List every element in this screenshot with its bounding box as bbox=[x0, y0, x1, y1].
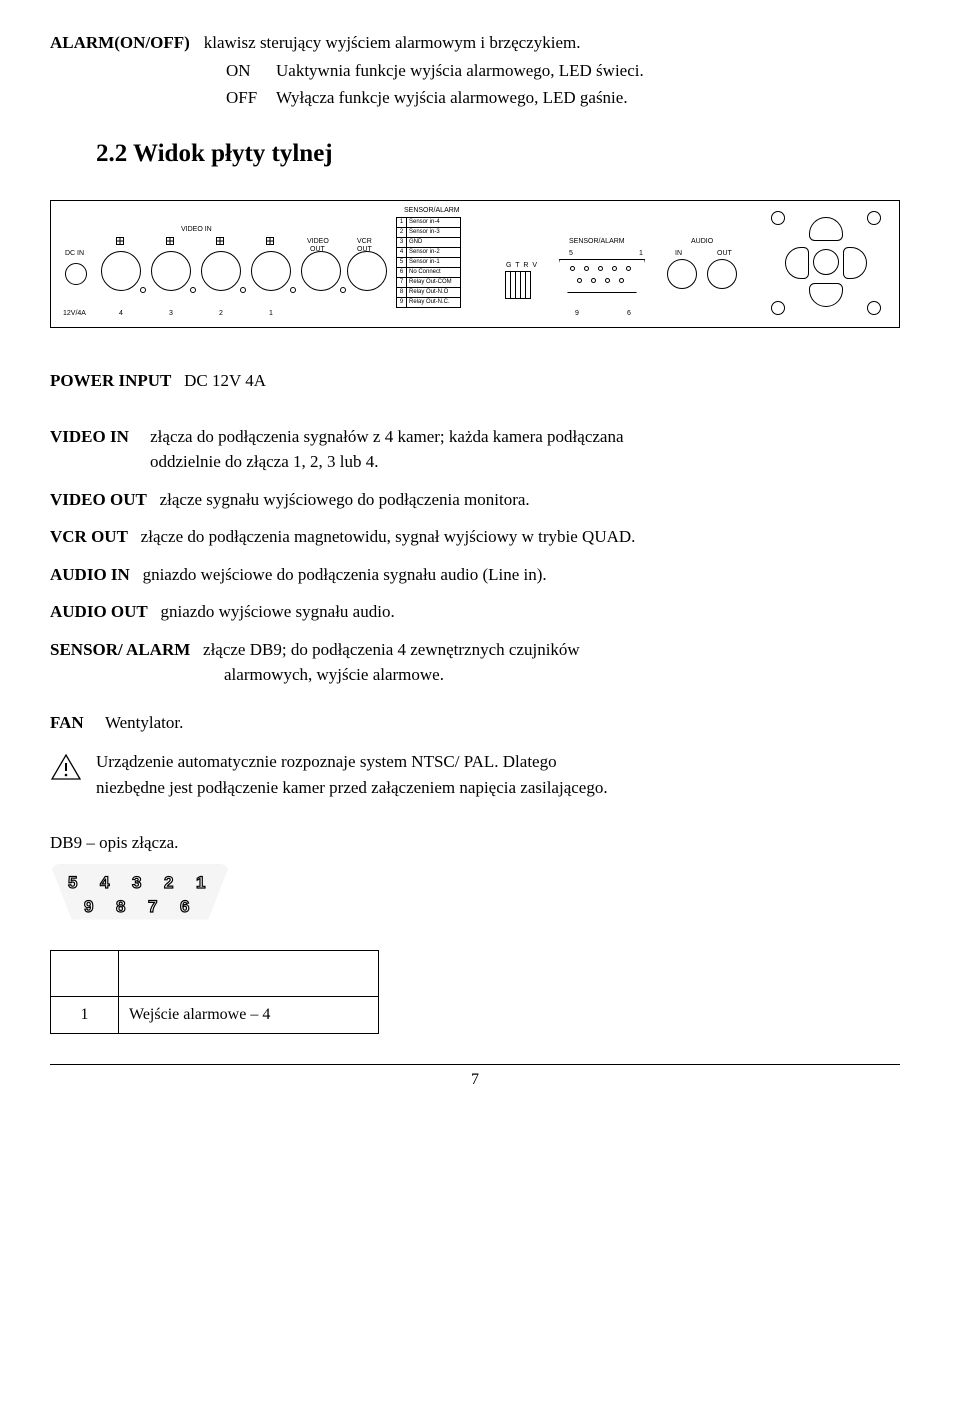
sensor-alarm-title: SENSOR/ALARM bbox=[404, 206, 460, 217]
page-number: 7 bbox=[471, 1071, 479, 1088]
alarm-off-key: OFF bbox=[226, 85, 276, 111]
audio-in-block: AUDIO IN gniazdo wejściowe do podłączeni… bbox=[50, 562, 900, 588]
alarm-on-text: Uaktywnia funkcje wyjścia alarmowego, LE… bbox=[276, 58, 644, 84]
db9-num-1: 1 bbox=[639, 249, 643, 260]
bnc-3 bbox=[151, 251, 191, 291]
audio-in-text: gniazdo wejściowe do podłączenia sygnału… bbox=[143, 565, 547, 584]
audio-label: AUDIO bbox=[691, 237, 713, 248]
video-out-block: VIDEO OUT złącze sygnału wyjściowego do … bbox=[50, 487, 900, 513]
section-title: 2.2 Widok płyty tylnej bbox=[96, 135, 900, 173]
video-in-text1: złącza do podłączenia sygnałów z 4 kamer… bbox=[150, 427, 623, 446]
bottom-num-2: 2 bbox=[219, 309, 223, 320]
bottom-num-3: 3 bbox=[169, 309, 173, 320]
warning-icon bbox=[50, 753, 82, 781]
power-input-label: POWER INPUT bbox=[50, 371, 171, 390]
bnc-1 bbox=[251, 251, 291, 291]
bottom-num-1: 1 bbox=[269, 309, 273, 320]
warning-line2: niezbędne jest podłączenie kamer przed z… bbox=[96, 775, 608, 801]
sensor-alarm-label: SENSOR/ ALARM bbox=[50, 640, 190, 659]
bnc-4 bbox=[101, 251, 141, 291]
db9-connector-icon bbox=[559, 259, 645, 295]
rear-panel-diagram: VIDEO IN DC IN VIDEO OUT VCR OUT 12V/4A … bbox=[50, 200, 900, 328]
fan-block: FAN Wentylator. bbox=[50, 710, 900, 736]
vcr-out-block: VCR OUT złącze do podłączenia magnetowid… bbox=[50, 524, 900, 550]
bnc-dot bbox=[290, 287, 296, 293]
dc-jack-icon bbox=[65, 263, 87, 285]
alarm-block: ALARM(ON/OFF) klawisz sterujący wyjściem… bbox=[50, 30, 900, 111]
audio-out-block: AUDIO OUT gniazdo wyjściowe sygnału audi… bbox=[50, 599, 900, 625]
db9-section-title: DB9 – opis złącza. bbox=[50, 830, 900, 856]
db9-num-6: 6 bbox=[627, 309, 631, 320]
audio-out-text: gniazdo wyjściowe sygnału audio. bbox=[161, 602, 395, 621]
alarm-off-text: Wyłącza funkcje wyjścia alarmowego, LED … bbox=[276, 85, 628, 111]
bnc-video-out bbox=[301, 251, 341, 291]
bnc-dot bbox=[140, 287, 146, 293]
page-footer: 7 bbox=[50, 1064, 900, 1092]
audio-in-label: IN bbox=[675, 249, 682, 260]
video-out-label: VIDEO OUT bbox=[50, 490, 147, 509]
video-in-block: VIDEO IN złącza do podłączenia sygnałów … bbox=[50, 424, 900, 475]
warning-line1: Urządzenie automatycznie rozpoznaje syst… bbox=[96, 749, 608, 775]
fan-label: FAN bbox=[50, 713, 84, 732]
db9-num-9: 9 bbox=[575, 309, 579, 320]
sensor-alarm-text1: złącze DB9; do podłączenia 4 zewnętrznyc… bbox=[203, 640, 580, 659]
alarm-on-key: ON bbox=[226, 58, 276, 84]
video-out-text: złącze sygnału wyjściowego do podłączeni… bbox=[160, 490, 530, 509]
sensor-alarm-text2: alarmowych, wyjście alarmowe. bbox=[224, 662, 900, 688]
video-in-label: VIDEO IN bbox=[181, 225, 212, 236]
sensor-alarm2-label: SENSOR/ALARM bbox=[569, 237, 625, 248]
audio-out-label: OUT bbox=[717, 249, 732, 260]
bnc-dot bbox=[240, 287, 246, 293]
power-input-value: DC 12V 4A bbox=[184, 371, 266, 390]
vcr-out-label: VCR OUT bbox=[50, 527, 128, 546]
bottom-left-label: 12V/4A bbox=[63, 309, 86, 320]
video-in-label: VIDEO IN bbox=[50, 427, 129, 446]
video-in-conn-1 bbox=[266, 237, 274, 245]
terminal-block-icon bbox=[505, 271, 530, 299]
sensor-pinout-table: 1Sensor in-4 2Sensor in-3 3GND 4Sensor i… bbox=[396, 217, 461, 308]
alarm-desc: klawisz sterujący wyjściem alarmowym i b… bbox=[204, 30, 581, 56]
dc-in-label: DC IN bbox=[65, 249, 84, 260]
bottom-num-4: 4 bbox=[119, 309, 123, 320]
audio-in-label: AUDIO IN bbox=[50, 565, 130, 584]
audio-out-label: AUDIO OUT bbox=[50, 602, 148, 621]
warning-block: Urządzenie automatycznie rozpoznaje syst… bbox=[50, 749, 900, 800]
video-in-conn-4 bbox=[116, 237, 124, 245]
db9-legend-diagram: 5 4 3 2 1 9 8 7 6 bbox=[50, 864, 230, 920]
video-in-text2: oddzielnie do złącza 1, 2, 3 lub 4. bbox=[150, 449, 900, 475]
db9-num-5: 5 bbox=[569, 249, 573, 260]
video-in-conn-3 bbox=[166, 237, 174, 245]
bnc-dot bbox=[190, 287, 196, 293]
bnc-vcr-out bbox=[347, 251, 387, 291]
sensor-alarm-block: SENSOR/ ALARM złącze DB9; do podłączenia… bbox=[50, 637, 900, 688]
bnc-2 bbox=[201, 251, 241, 291]
alarm-label: ALARM(ON/OFF) bbox=[50, 30, 190, 56]
gtrv-label: G T R V bbox=[506, 261, 538, 272]
video-in-conn-2 bbox=[216, 237, 224, 245]
bnc-dot bbox=[340, 287, 346, 293]
fan-text: Wentylator. bbox=[105, 713, 183, 732]
legend-pin-num: 1 bbox=[51, 996, 119, 1033]
audio-in-jack bbox=[667, 259, 697, 289]
audio-out-jack bbox=[707, 259, 737, 289]
power-input-line: POWER INPUT DC 12V 4A bbox=[50, 368, 900, 394]
legend-pin-desc: Wejście alarmowe – 4 bbox=[119, 996, 379, 1033]
vcr-out-text: złącze do podłączenia magnetowidu, sygna… bbox=[141, 527, 636, 546]
db9-legend-table: 1 Wejście alarmowe – 4 bbox=[50, 950, 379, 1034]
